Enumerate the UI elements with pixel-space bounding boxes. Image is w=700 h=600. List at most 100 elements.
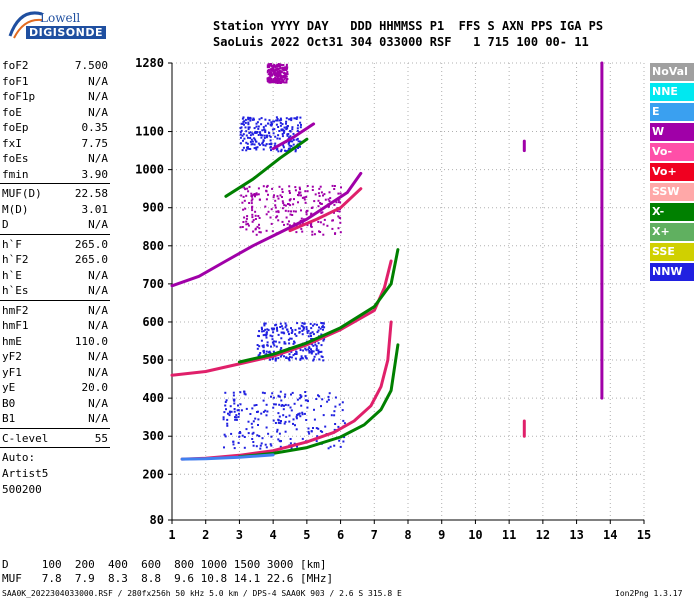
- echo-dot: [243, 137, 246, 140]
- echo-dot: [300, 355, 303, 358]
- logo-arc-icon: [8, 11, 43, 39]
- echo-dot: [279, 67, 282, 70]
- echo-dot: [253, 118, 255, 121]
- echo-dot: [282, 146, 285, 149]
- echo-dot: [263, 392, 266, 395]
- echo-dot: [245, 407, 248, 410]
- echo-dot: [269, 81, 272, 84]
- echo-dot: [313, 200, 316, 203]
- echo-dot: [280, 347, 283, 349]
- param-separator: [0, 427, 110, 429]
- echo-dot: [286, 133, 289, 136]
- y-tick-label: 200: [142, 467, 164, 481]
- echo-dot: [251, 213, 254, 216]
- echo-dot: [259, 447, 262, 450]
- x-tick-label: 1: [168, 528, 175, 542]
- echo-dot: [310, 327, 313, 330]
- echo-dot: [285, 324, 288, 327]
- echo-dot: [313, 323, 316, 326]
- echo-dot: [340, 186, 342, 189]
- echo-dot: [265, 446, 268, 449]
- echo-dot: [224, 401, 227, 403]
- echo-dot: [282, 131, 285, 134]
- echo-dot: [275, 323, 278, 326]
- echo-dot: [292, 210, 295, 213]
- echo-dot: [285, 122, 287, 125]
- echo-dot: [263, 128, 266, 131]
- echo-dot: [301, 333, 304, 336]
- echo-dot: [239, 391, 242, 394]
- echo-dot: [277, 68, 280, 70]
- echo-dot: [257, 142, 260, 145]
- echo-trace: [237, 248, 400, 364]
- echo-dot: [337, 192, 340, 195]
- echo-dot: [342, 419, 345, 422]
- echo-dot: [299, 116, 302, 119]
- echo-dot: [242, 139, 244, 142]
- echo-dot: [304, 394, 307, 397]
- echo-dot: [301, 329, 304, 332]
- echo-dot: [251, 438, 254, 440]
- echo-dot: [275, 79, 278, 81]
- echo-dot: [268, 143, 271, 146]
- legend-item: W: [650, 123, 694, 141]
- echo-dot: [223, 411, 226, 414]
- echo-dot: [291, 330, 294, 333]
- echo-dot: [295, 138, 298, 141]
- echo-dot: [276, 428, 279, 431]
- param-name: foEs: [2, 152, 29, 165]
- param-value: N/A: [88, 303, 108, 317]
- echo-dot: [251, 216, 254, 219]
- echo-dot: [294, 357, 297, 360]
- echo-dot: [238, 435, 241, 438]
- echo-dot: [287, 210, 290, 213]
- echo-dot: [228, 410, 231, 413]
- echo-dot: [280, 150, 283, 153]
- echo-dot: [250, 202, 253, 205]
- echo-dot: [263, 351, 265, 354]
- echo-dot: [284, 75, 287, 78]
- echo-dot: [268, 66, 271, 68]
- echo-dot: [285, 75, 288, 78]
- param-value: 7.500: [74, 59, 108, 72]
- echo-dot: [312, 427, 314, 429]
- param-name: yE: [2, 381, 16, 394]
- echo-dot: [313, 408, 315, 411]
- echo-dot: [294, 353, 296, 355]
- echo-dot: [285, 216, 288, 219]
- echo-dot: [272, 132, 275, 135]
- echo-dot: [284, 430, 287, 433]
- echo-dot: [300, 123, 302, 126]
- echo-dot: [273, 128, 276, 131]
- echo-dot: [288, 140, 291, 143]
- echo-dot: [299, 396, 302, 399]
- echo-dot: [248, 126, 251, 129]
- param-value: N/A: [88, 105, 108, 119]
- echo-dot: [290, 350, 293, 353]
- echo-dot: [266, 77, 269, 80]
- echo-dot: [246, 222, 249, 225]
- echo-dot: [289, 135, 292, 138]
- echo-dot: [284, 209, 287, 212]
- param-separator: [0, 233, 110, 235]
- echo-dot: [247, 224, 250, 227]
- echo-dot: [270, 208, 273, 211]
- echo-dot: [246, 142, 249, 145]
- echo-dot: [293, 341, 296, 344]
- echo-dot: [318, 195, 321, 197]
- echo-dot: [295, 428, 298, 431]
- param-row: h`E N/A: [0, 268, 110, 284]
- legend-item: Vo-: [650, 143, 694, 161]
- echo-dot: [321, 322, 324, 325]
- echo-dot: [301, 411, 304, 414]
- echo-dot: [280, 337, 283, 340]
- echo-dot: [288, 185, 291, 188]
- echo-dot: [274, 358, 277, 361]
- echo-dot: [312, 358, 315, 361]
- echo-dot: [272, 396, 275, 399]
- echo-dot: [326, 400, 329, 403]
- echo-dot: [262, 139, 265, 142]
- param-value: 3.90: [81, 167, 109, 181]
- param-name: h`F2: [2, 253, 29, 266]
- echo-dot: [269, 146, 272, 149]
